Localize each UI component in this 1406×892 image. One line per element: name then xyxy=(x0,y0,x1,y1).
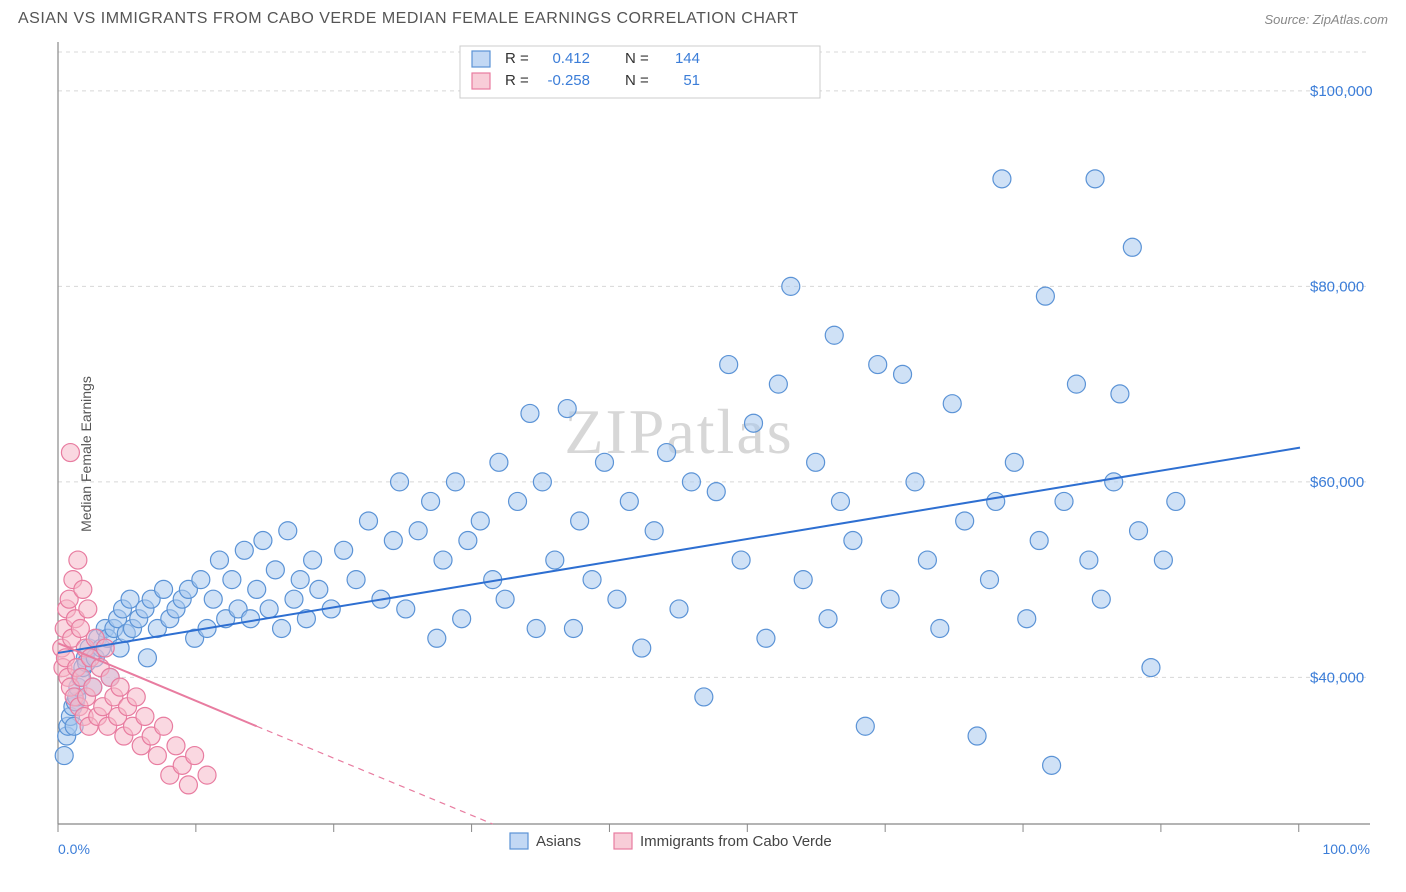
svg-text:100.0%: 100.0% xyxy=(1323,841,1370,857)
svg-text:0.0%: 0.0% xyxy=(58,841,90,857)
svg-text:$60,000: $60,000 xyxy=(1310,474,1364,491)
chart-title: ASIAN VS IMMIGRANTS FROM CABO VERDE MEDI… xyxy=(18,10,799,28)
svg-text:144: 144 xyxy=(675,50,700,67)
svg-text:0.412: 0.412 xyxy=(552,50,590,67)
chart-container: Median Female Earnings $40,000$60,000$80… xyxy=(0,34,1406,874)
svg-text:$100,000: $100,000 xyxy=(1310,83,1373,100)
svg-text:N =: N = xyxy=(625,50,649,67)
svg-text:N =: N = xyxy=(625,72,649,89)
svg-text:$40,000: $40,000 xyxy=(1310,669,1364,686)
svg-text:51: 51 xyxy=(683,72,700,89)
scatter-chart: $40,000$60,000$80,000$100,000ZIPatlas0.0… xyxy=(0,34,1406,874)
chart-source: Source: ZipAtlas.com xyxy=(1264,12,1388,27)
chart-header: ASIAN VS IMMIGRANTS FROM CABO VERDE MEDI… xyxy=(0,0,1406,34)
svg-text:R =: R = xyxy=(505,50,529,67)
svg-text:Asians: Asians xyxy=(536,833,581,850)
svg-text:R =: R = xyxy=(505,72,529,89)
svg-text:$80,000: $80,000 xyxy=(1310,278,1364,295)
y-axis-label: Median Female Earnings xyxy=(78,376,94,532)
svg-text:Immigrants from Cabo Verde: Immigrants from Cabo Verde xyxy=(640,833,832,850)
svg-text:-0.258: -0.258 xyxy=(547,72,590,89)
